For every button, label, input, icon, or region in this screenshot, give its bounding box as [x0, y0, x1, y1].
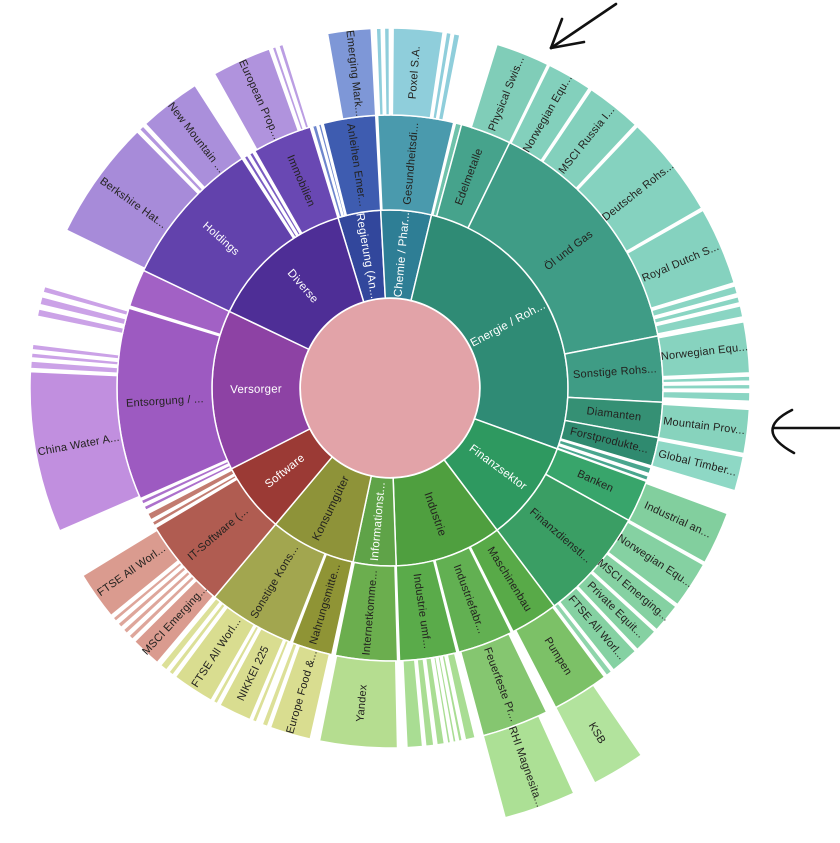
segment-norwegian-equ[interactable] — [657, 321, 751, 378]
segment-sliver[interactable] — [251, 639, 290, 723]
segment-sliver[interactable] — [143, 464, 232, 511]
segment-china-water-a[interactable] — [29, 370, 141, 532]
segment-sliver[interactable] — [29, 360, 119, 374]
segment-msci-emerging[interactable] — [133, 579, 215, 664]
segment-sliver[interactable] — [39, 295, 127, 326]
segment-sliver[interactable] — [112, 561, 183, 623]
segment-sliver[interactable] — [662, 383, 751, 391]
segment-royal-dutch-s[interactable] — [626, 209, 736, 309]
segment-yandex[interactable] — [318, 654, 399, 749]
segment-sliver[interactable] — [317, 123, 346, 217]
segment-sliver[interactable] — [651, 285, 739, 318]
segment-sliver[interactable] — [278, 43, 310, 130]
segment-msci-emerging[interactable] — [591, 553, 677, 631]
segment-sliver[interactable] — [441, 654, 464, 743]
segment-sliver[interactable] — [146, 469, 235, 521]
segment-msci-russia-i[interactable] — [541, 88, 637, 190]
annotation-arrow-right — [771, 408, 840, 455]
segment-sliver[interactable] — [243, 154, 298, 239]
segment-sliver[interactable] — [383, 27, 391, 116]
segment-sliver[interactable] — [271, 45, 305, 131]
segment-sliver[interactable] — [122, 570, 192, 635]
segment-sliver[interactable] — [128, 575, 196, 641]
segment-poxel-s-a[interactable] — [391, 27, 444, 119]
segment-sliver[interactable] — [168, 602, 227, 676]
segment-sliver[interactable] — [375, 27, 385, 116]
segment-sliver[interactable] — [662, 375, 751, 384]
segment-europe-food[interactable] — [269, 644, 331, 740]
sunburst-center[interactable] — [299, 297, 481, 479]
segment-sliver[interactable] — [212, 625, 260, 705]
segment-sliver[interactable] — [138, 125, 204, 193]
segment-ftse-all-worl[interactable] — [81, 529, 180, 617]
segment-sliver[interactable] — [261, 642, 298, 728]
segment-norwegian-equ[interactable] — [607, 521, 705, 606]
segment-sliver[interactable] — [437, 32, 461, 121]
segment-sliver[interactable] — [42, 285, 129, 317]
segment-global-timber[interactable] — [650, 439, 745, 492]
segment-sliver[interactable] — [558, 439, 652, 475]
annotation-arrow-top — [549, 2, 618, 50]
segment-sliver[interactable] — [117, 565, 187, 629]
segment-berkshire-hat[interactable] — [65, 130, 200, 270]
segment-sliver[interactable] — [30, 352, 120, 366]
segment-sliver[interactable] — [653, 295, 741, 325]
sunburst-segments — [29, 27, 751, 819]
segment-ksb[interactable] — [554, 684, 643, 784]
segment-nikkei-225[interactable] — [219, 627, 285, 721]
segment-private-equit[interactable] — [576, 572, 656, 651]
segment-sliver[interactable] — [36, 308, 125, 335]
segment-sliver[interactable] — [402, 659, 424, 749]
segment-sliver[interactable] — [140, 460, 230, 505]
segment-sliver[interactable] — [159, 597, 222, 671]
annotation-arrows — [549, 2, 840, 455]
segment-sliver[interactable] — [311, 124, 343, 219]
segment-sliver[interactable] — [432, 656, 452, 745]
segment-norwegian-equ[interactable] — [510, 64, 590, 162]
segment-sliver[interactable] — [655, 305, 744, 335]
segment-sliver[interactable] — [151, 474, 238, 527]
segment-emerging-mark[interactable] — [326, 27, 377, 120]
segment-sliver[interactable] — [424, 657, 446, 746]
segment-new-mountain[interactable] — [144, 84, 243, 189]
segment-deutsche-rohs[interactable] — [576, 125, 703, 253]
segment-ftse-all-worl[interactable] — [558, 586, 637, 671]
segment-sliver[interactable] — [31, 343, 120, 360]
segment-sliver[interactable] — [416, 658, 435, 747]
segment-rhi-magnesita[interactable] — [482, 715, 575, 819]
segment-sliver[interactable] — [662, 390, 751, 402]
segment-sliver[interactable] — [446, 652, 477, 741]
segment-ftse-all-worl[interactable] — [174, 606, 256, 702]
segment-european-prop[interactable] — [213, 48, 300, 151]
segment-sliver[interactable] — [431, 31, 453, 120]
segment-sliver[interactable] — [437, 655, 457, 744]
segment-sliver[interactable] — [248, 151, 302, 237]
